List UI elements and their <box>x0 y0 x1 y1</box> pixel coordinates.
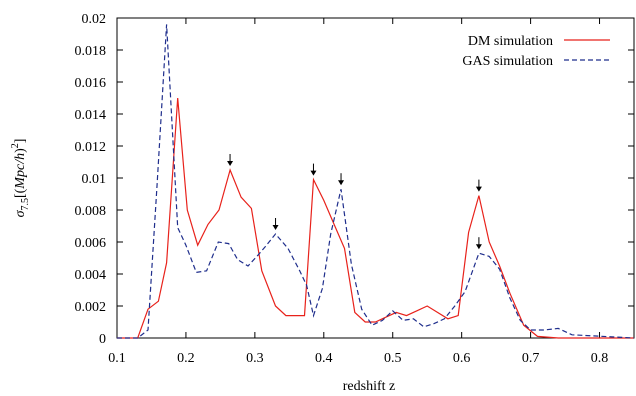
annotation-arrow-head <box>227 161 234 166</box>
y-tick-label: 0.02 <box>82 12 107 27</box>
y-tick-label: 0.002 <box>75 300 107 315</box>
legend: DM simulation GAS simulation <box>462 34 610 69</box>
y-axis-title-open: [( <box>13 188 28 198</box>
y-tick-label: 0.014 <box>75 108 107 123</box>
y-tick-label: 0.012 <box>75 140 107 155</box>
x-tick-label: 0.3 <box>246 351 264 366</box>
y-axis-title-end: ] <box>13 139 28 144</box>
x-tick-label: 0.4 <box>315 351 333 366</box>
y-axis-title-sup: 2 <box>10 143 21 148</box>
y-axis-title-sigma: σ <box>13 209 28 217</box>
x-tick-label: 0.8 <box>591 351 609 366</box>
y-axis-title: σ7.5[(Mpc/h)2] <box>10 139 31 218</box>
text-group: redshift z σ7.5[(Mpc/h)2] <box>10 139 395 394</box>
y-tick-label: 0.006 <box>75 236 107 251</box>
annotation-arrow-head <box>310 170 317 176</box>
series-line-gas-simulation <box>117 24 635 339</box>
y-tick-label: 0.018 <box>75 44 107 59</box>
legend-label-dm-simulation: DM simulation <box>468 34 553 49</box>
y-tick-label: 0.008 <box>75 204 107 219</box>
annotation-arrow-head <box>475 186 482 192</box>
x-tick-label: 0.5 <box>384 351 402 366</box>
y-axis-title-units: Mpc/h <box>13 153 28 190</box>
annotation-arrow-head <box>338 180 345 186</box>
annotations-group <box>227 154 482 250</box>
x-axis-title: redshift z <box>343 379 395 394</box>
y-tick-label: 0.004 <box>75 268 107 283</box>
x-tick-label: 0.7 <box>522 351 540 366</box>
y-tick-label: 0.01 <box>82 172 107 187</box>
y-axis-title-close: ) <box>13 148 28 153</box>
x-tick-label: 0.6 <box>453 351 471 366</box>
y-axis-title-sub: 7.5 <box>20 198 31 211</box>
annotation-arrow-head <box>475 244 482 250</box>
y-tick-label: 0.016 <box>75 76 107 91</box>
series-line-dm-simulation <box>117 97 634 339</box>
plot-frame <box>116 17 635 339</box>
x-tick-label: 0.1 <box>108 351 126 366</box>
annotation-arrow-head <box>272 225 279 230</box>
x-tick-label: 0.2 <box>177 351 195 366</box>
series-group <box>117 24 635 339</box>
axes-group: 0 0.002 0.004 0.006 0.008 0.01 0.012 0.014 0.016… <box>75 12 635 366</box>
legend-label-gas-simulation: GAS simulation <box>462 54 553 69</box>
y-tick-label: 0 <box>99 332 106 347</box>
